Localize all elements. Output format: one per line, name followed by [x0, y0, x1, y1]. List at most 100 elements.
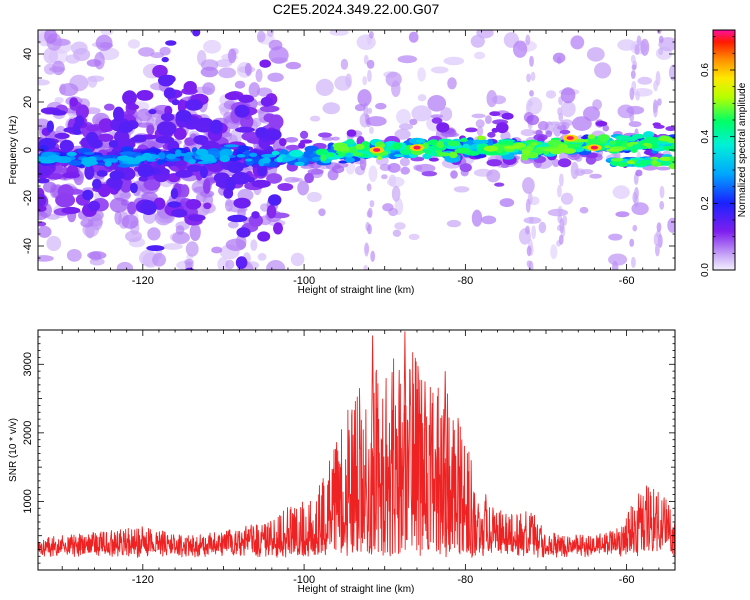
spectrogram-cell	[109, 197, 129, 213]
spectrogram-cell	[612, 185, 630, 199]
spectrogram-cell	[322, 102, 341, 115]
y-tick-label: 2000	[22, 421, 34, 445]
spectrogram-cell	[331, 165, 345, 174]
spectrogram-cell	[171, 99, 180, 106]
spectrogram-cell	[121, 214, 139, 229]
spectrogram-cell	[561, 148, 577, 154]
spectrogram-cell	[634, 44, 640, 55]
spectrogram-cell	[435, 149, 442, 154]
spectrogram-cell	[40, 159, 56, 164]
spectrogram-cell	[658, 35, 664, 44]
spectrogram-cell	[86, 124, 100, 132]
spectrogram-cell	[225, 259, 235, 270]
spectrogram-cell	[385, 71, 402, 88]
spectrogram-cell	[345, 73, 352, 88]
spectrogram-cell	[417, 67, 426, 82]
spectrogram-cell	[148, 109, 157, 115]
spectrogram-cell	[494, 182, 505, 187]
spectrogram-cell	[370, 250, 376, 262]
spectrogram-cell	[428, 157, 439, 162]
spectrogram-cell	[97, 183, 111, 198]
spectrogram-cell	[120, 176, 132, 192]
spectrogram-cell	[300, 130, 309, 139]
spectrogram-cell	[285, 144, 301, 151]
spectrogram-cell	[659, 200, 665, 210]
spectrogram-cell	[155, 135, 175, 144]
spectrogram-cell	[364, 242, 369, 257]
spectrogram-cell	[483, 145, 499, 152]
spectrogram-cell	[487, 131, 496, 138]
spectrogram-cell	[453, 186, 470, 193]
snr-xlabel: Height of straight line (km)	[298, 584, 415, 595]
spectrogram-cell	[248, 214, 263, 228]
spectrogram-cell	[668, 163, 675, 170]
spectrogram-cell	[125, 230, 142, 243]
spectrogram-cell	[211, 246, 223, 254]
spectrogram-cell	[486, 169, 501, 183]
spectrogram-cell	[656, 222, 662, 232]
spectrogram-cell	[378, 144, 385, 148]
spectrogram-cell	[38, 210, 48, 221]
spectrogram-cell	[369, 31, 374, 39]
spectrogram-cell	[472, 139, 489, 145]
spectrogram-cell	[251, 179, 271, 188]
spectrogram-cell	[501, 112, 514, 120]
spectrogram-cell	[161, 56, 169, 63]
spectrogram-cell	[219, 155, 230, 163]
spectrogram-cell	[523, 216, 542, 224]
spectrogram-cell	[38, 255, 54, 262]
spectrogram-cell	[560, 87, 576, 104]
spectrogram-cell	[608, 253, 628, 266]
spectrogram-cell	[163, 87, 176, 99]
spectrogram-cell	[171, 208, 188, 218]
spectrogram-cell	[570, 161, 579, 180]
spectrogram-cell	[369, 126, 374, 134]
spectrogram-cell	[87, 251, 107, 260]
spectrogram-cell	[602, 124, 610, 132]
spectrogram-cell	[415, 163, 436, 173]
spectrogram-cell	[430, 114, 444, 119]
spectrogram-cell	[431, 117, 443, 124]
spectrogram-cell	[66, 151, 77, 157]
spectrogram-cell	[650, 142, 658, 149]
spectrogram-cell	[381, 174, 388, 180]
spectrogram-cell	[447, 140, 461, 147]
spectrogram-cell	[525, 198, 531, 213]
spectrogram-cell	[526, 97, 543, 115]
spectrogram-cell	[526, 73, 531, 83]
spectrogram-cell	[586, 47, 605, 62]
spectrogram-cell	[46, 120, 54, 133]
spectrogram-cell	[175, 225, 185, 236]
spectrogram-cell	[266, 30, 274, 37]
spectrogram-cell	[114, 210, 122, 225]
spectrogram-cell	[321, 136, 334, 141]
spectrogram-cell	[75, 104, 89, 119]
spectrogram-axes: -120 -100 -80 -60 -40 -20 0 20 40	[22, 29, 675, 287]
spectrogram-cell	[165, 153, 176, 160]
spectrogram-cell	[363, 264, 369, 270]
spectrogram-cell	[268, 46, 289, 64]
spectrogram-cell	[213, 172, 230, 184]
spectrogram-cell	[357, 89, 372, 107]
spectrogram-cell	[530, 71, 536, 81]
spectrogram-cell	[359, 155, 367, 171]
spectrogram-cell	[481, 215, 497, 225]
spectrogram-cell	[200, 153, 215, 162]
spectrogram-cell	[445, 145, 458, 150]
spectrogram-cell	[368, 165, 378, 182]
spectrogram-cell	[38, 79, 50, 86]
spectrogram-cell	[476, 135, 486, 140]
spectrogram-cell	[260, 96, 273, 107]
spectrogram-cell	[399, 149, 412, 155]
spectrogram-cell	[531, 225, 536, 240]
spectrogram-cell	[233, 197, 251, 209]
spectrogram-cell	[189, 223, 201, 242]
spectrogram-cell	[136, 108, 152, 122]
spectrogram-cell	[522, 177, 535, 194]
spectrogram-cell	[329, 30, 349, 36]
spectrogram-cell	[140, 200, 157, 216]
spectrogram-cell	[448, 151, 458, 159]
spectrogram-cell	[391, 185, 401, 202]
spectrogram-cell	[631, 202, 649, 216]
x-tick-label: -100	[293, 275, 315, 287]
